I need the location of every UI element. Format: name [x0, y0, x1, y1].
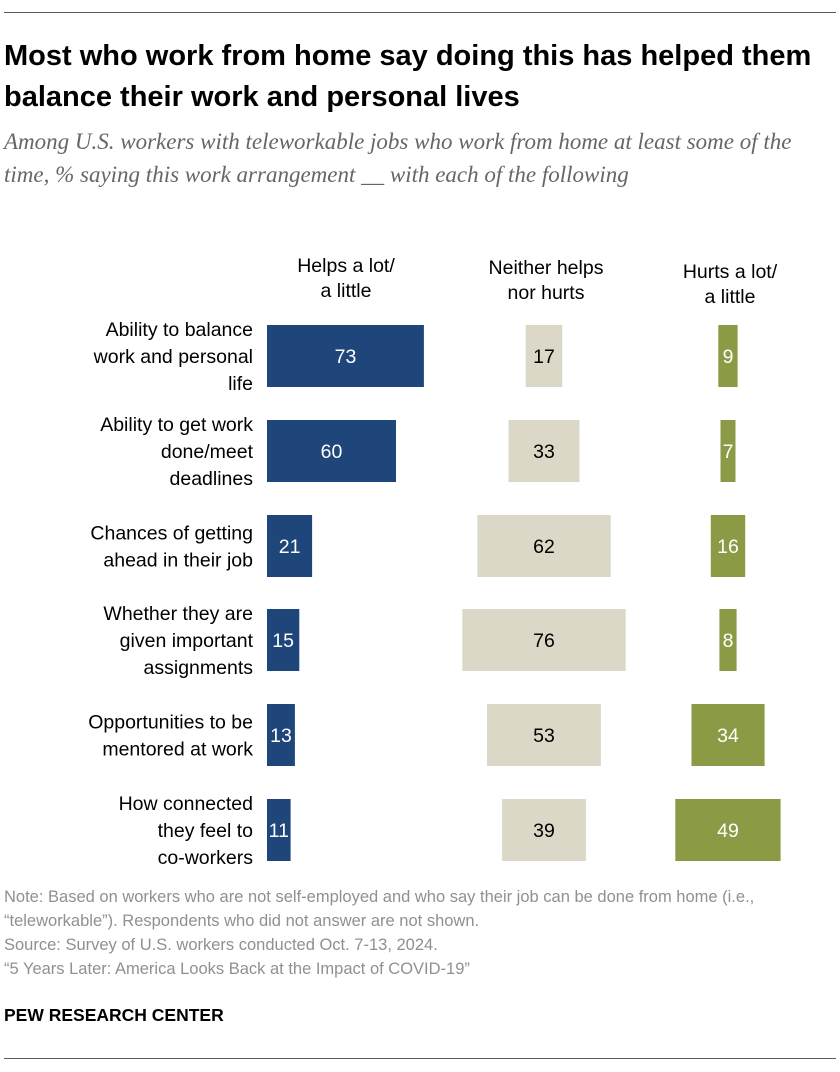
category-label: Chances of getting ahead in their job [90, 523, 253, 572]
bars: 73 60 21 15 13 11 17 33 62 76 53 39 9 7 16 8 34 49 [267, 325, 781, 861]
value-label-helps: 15 [272, 630, 294, 652]
value-label-helps: 13 [270, 725, 292, 747]
bar-neither [487, 704, 601, 766]
value-label-hurts: 8 [723, 630, 734, 652]
bar-hurts [718, 325, 738, 387]
value-label-helps: 11 [269, 820, 289, 842]
column-header-helps: Helps a lot/a little [297, 255, 395, 302]
value-label-neither: 39 [533, 820, 555, 842]
category-labels: Ability to balance work and personal life A… [88, 319, 253, 869]
bar-helps [267, 420, 396, 482]
value-label-hurts: 34 [717, 725, 739, 747]
chart-subtitle: Among U.S. workers with teleworkable job… [4, 129, 792, 187]
bar-helps [267, 515, 313, 577]
bar-hurts [710, 515, 746, 577]
column-header-hurts: Hurts a lot/a little [683, 261, 778, 308]
category-label: Ability to get work done/meet deadlines [100, 414, 253, 490]
column-header-neither: Neither helps nor hurts [489, 257, 604, 304]
category-label: Whether they are given important assignmen… [103, 603, 253, 679]
value-label-helps: 60 [321, 441, 343, 463]
bar-hurts [719, 609, 737, 671]
value-label-neither: 17 [533, 346, 555, 368]
bar-helps [267, 799, 291, 861]
bar-helps [267, 704, 295, 766]
column-headers: Helps a lot/a little Neither helps nor hur… [297, 255, 777, 308]
bar-neither [525, 325, 563, 387]
value-label-helps: 21 [279, 536, 301, 558]
value-label-neither: 33 [533, 441, 555, 463]
value-label-helps: 73 [335, 346, 357, 368]
bar-helps [267, 609, 300, 671]
bar-neither [508, 420, 580, 482]
value-label-neither: 53 [533, 725, 555, 747]
value-label-hurts: 49 [717, 820, 739, 842]
category-label: Ability to balance work and personal life [93, 319, 253, 395]
bar-hurts [720, 420, 736, 482]
value-label-neither: 76 [533, 630, 555, 652]
value-label-neither: 62 [533, 536, 555, 558]
value-label-hurts: 9 [723, 346, 734, 368]
report-title: “5 Years Later: America Looks Back at th… [4, 960, 470, 978]
bottom-rule [4, 1058, 836, 1059]
value-label-hurts: 7 [723, 441, 734, 463]
category-label: Opportunities to be mentored at work [88, 712, 253, 761]
bar-hurts [691, 704, 765, 766]
bar-chart: Helps a lot/a little Neither helps nor hur… [88, 255, 781, 869]
brand-logo-text: PEW RESEARCH CENTER [4, 1005, 224, 1025]
top-rule [4, 12, 836, 13]
bar-hurts [675, 799, 781, 861]
chart-title: Most who work from home say doing this h… [4, 40, 812, 113]
bar-neither [502, 799, 586, 861]
bar-neither [477, 515, 611, 577]
category-label: How connected they feel to co-workers [119, 793, 254, 869]
bar-helps [267, 325, 424, 387]
value-label-hurts: 16 [717, 536, 739, 558]
source-text: Source: Survey of U.S. workers conducted… [4, 936, 438, 954]
chart-notes: Note: Based on workers who are not self-… [4, 885, 834, 981]
bar-neither [462, 609, 626, 671]
note-text: Note: Based on workers who are not self-… [4, 888, 755, 930]
